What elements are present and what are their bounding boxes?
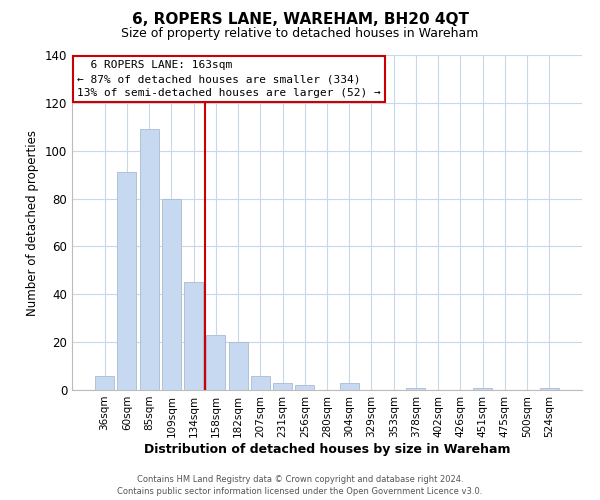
Bar bbox=[140, 129, 158, 390]
Bar bbox=[295, 385, 314, 390]
Bar bbox=[184, 282, 203, 390]
X-axis label: Distribution of detached houses by size in Wareham: Distribution of detached houses by size … bbox=[144, 442, 510, 456]
Bar bbox=[229, 342, 248, 390]
Bar bbox=[473, 388, 492, 390]
Text: 6 ROPERS LANE: 163sqm
← 87% of detached houses are smaller (334)
13% of semi-det: 6 ROPERS LANE: 163sqm ← 87% of detached … bbox=[77, 60, 381, 98]
Text: 6, ROPERS LANE, WAREHAM, BH20 4QT: 6, ROPERS LANE, WAREHAM, BH20 4QT bbox=[131, 12, 469, 28]
Bar bbox=[206, 335, 225, 390]
Bar bbox=[406, 388, 425, 390]
Bar bbox=[273, 383, 292, 390]
Bar bbox=[251, 376, 270, 390]
Y-axis label: Number of detached properties: Number of detached properties bbox=[26, 130, 39, 316]
Text: Size of property relative to detached houses in Wareham: Size of property relative to detached ho… bbox=[121, 28, 479, 40]
Bar bbox=[118, 172, 136, 390]
Bar bbox=[162, 198, 181, 390]
Bar bbox=[540, 388, 559, 390]
Text: Contains HM Land Registry data © Crown copyright and database right 2024.
Contai: Contains HM Land Registry data © Crown c… bbox=[118, 475, 482, 496]
Bar bbox=[340, 383, 359, 390]
Bar bbox=[95, 376, 114, 390]
